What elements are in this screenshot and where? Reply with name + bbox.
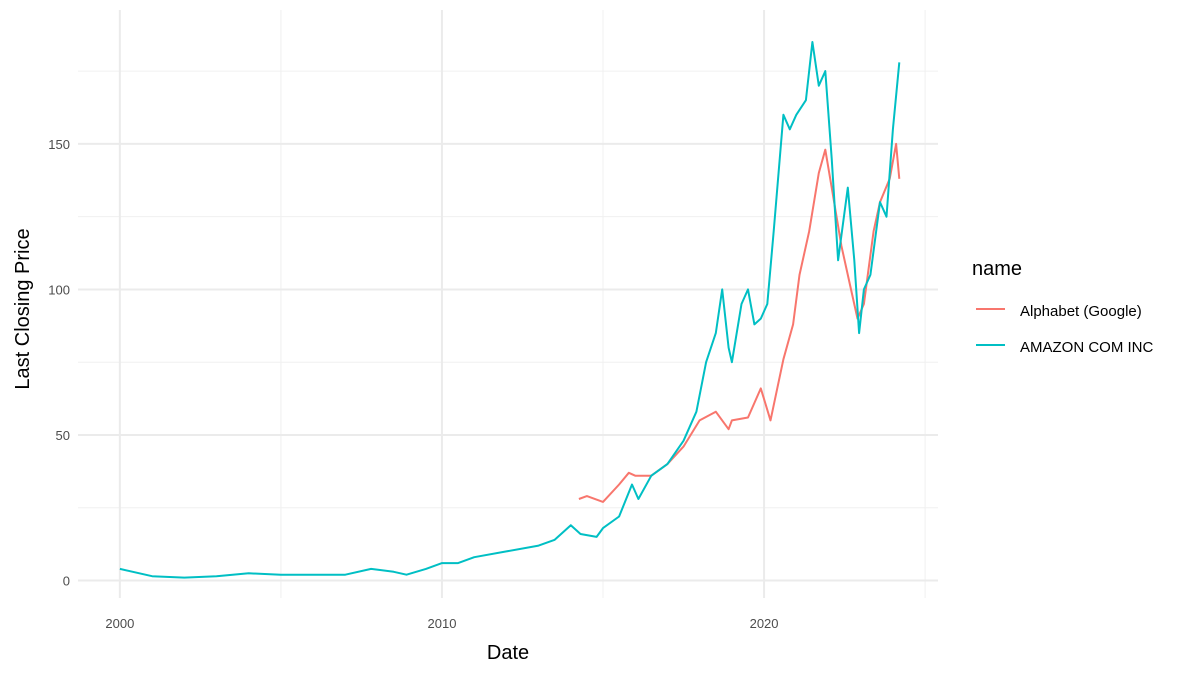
y-tick-label: 150 [48, 137, 70, 152]
y-tick-label: 50 [56, 428, 70, 443]
series-lines [119, 41, 901, 579]
x-axis-title: Date [487, 642, 529, 664]
y-axis-title: Last Closing Price [12, 228, 34, 389]
series-line-amazon [119, 41, 901, 579]
tick-labels: 2000 2010 2020 0 50 100 150 [48, 137, 778, 631]
legend-label-google: Alphabet (Google) [1020, 303, 1142, 320]
y-tick-label: 0 [63, 574, 70, 589]
x-tick-label: 2020 [750, 616, 779, 631]
grid [78, 10, 938, 598]
x-tick-label: 2010 [428, 616, 457, 631]
legend-label-amazon: AMAZON COM INC [1020, 339, 1153, 356]
x-tick-label: 2000 [105, 616, 134, 631]
legend-title: name [972, 258, 1022, 280]
y-tick-label: 100 [48, 282, 70, 297]
legend: name Alphabet (Google) AMAZON COM INC [972, 258, 1153, 356]
